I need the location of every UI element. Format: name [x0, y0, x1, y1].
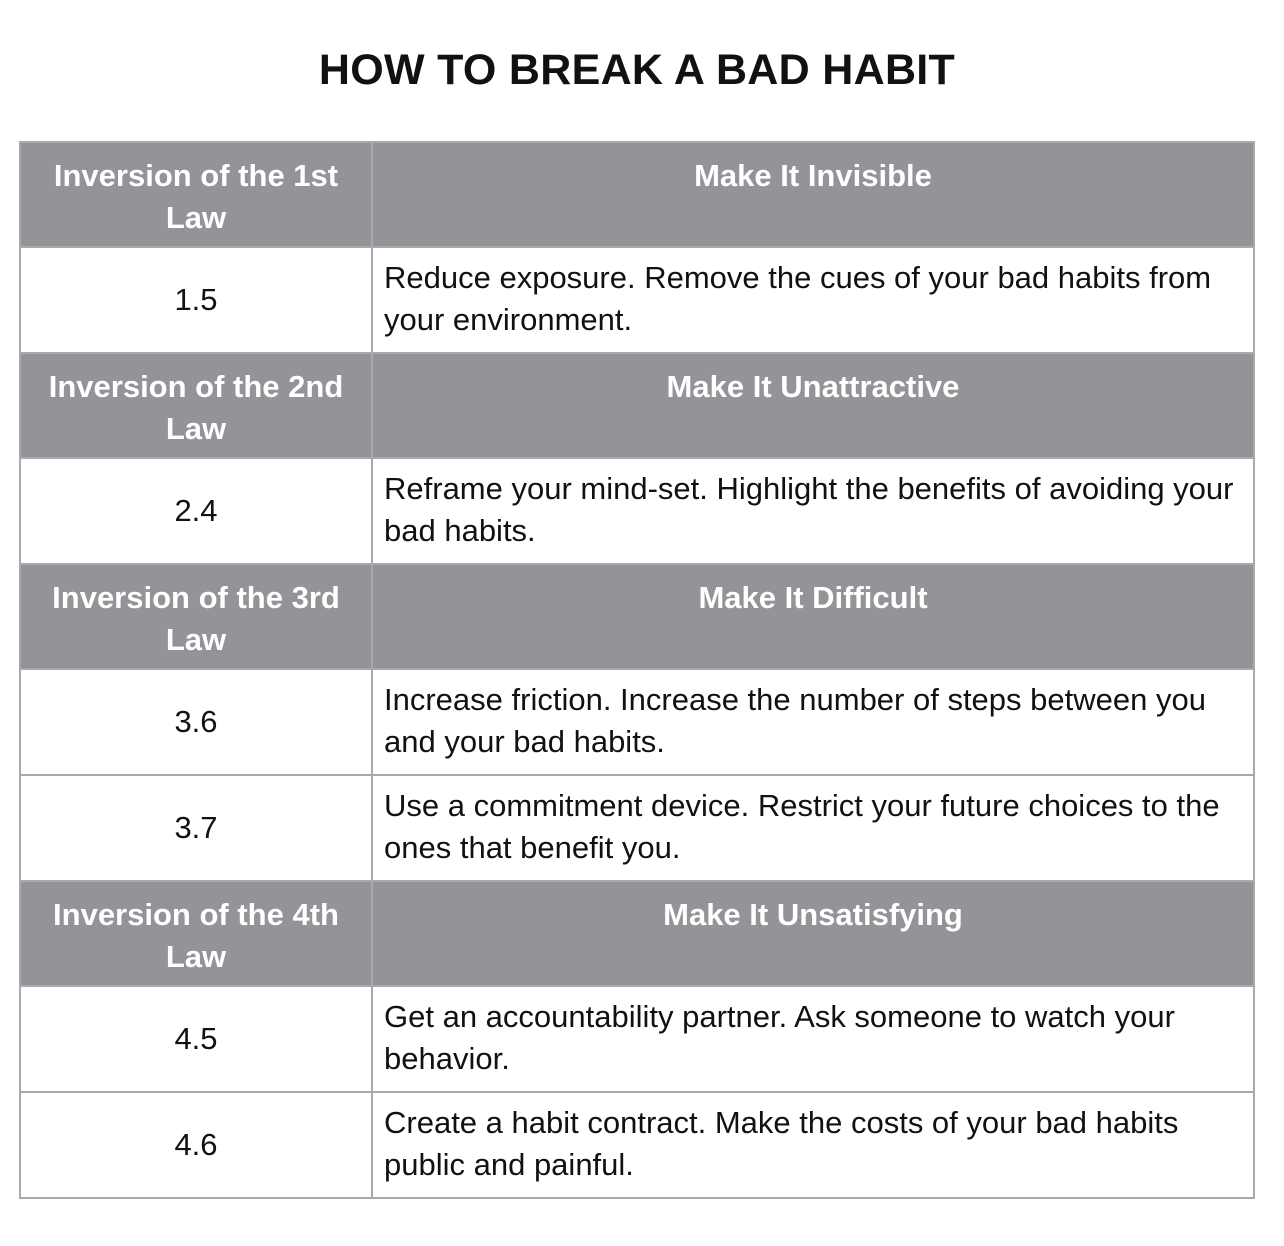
item-number: 1.5: [19, 246, 373, 354]
item-description: Use a commitment device. Restrict your f…: [371, 774, 1255, 882]
item-number: 3.7: [19, 774, 373, 882]
law-label: Inversion of the 1st Law: [19, 141, 373, 248]
item-number: 3.6: [19, 668, 373, 776]
section-header-row: Inversion of the 2nd Law Make It Unattra…: [19, 352, 1255, 459]
section-heading: Make It Difficult: [371, 563, 1255, 670]
section-heading: Make It Unsatisfying: [371, 880, 1255, 987]
item-number: 4.5: [19, 985, 373, 1093]
item-number: 4.6: [19, 1091, 373, 1199]
item-description: Reduce exposure. Remove the cues of your…: [371, 246, 1255, 354]
section-heading: Make It Unattractive: [371, 352, 1255, 459]
law-label: Inversion of the 4th Law: [19, 880, 373, 987]
table-row: 3.7 Use a commitment device. Restrict yo…: [19, 774, 1255, 882]
item-description: Create a habit contract. Make the costs …: [371, 1091, 1255, 1199]
section-header-row: Inversion of the 4th Law Make It Unsatis…: [19, 880, 1255, 987]
table-row: 2.4 Reframe your mind-set. Highlight the…: [19, 457, 1255, 565]
law-label: Inversion of the 3rd Law: [19, 563, 373, 670]
table-row: 4.5 Get an accountability partner. Ask s…: [19, 985, 1255, 1093]
law-label: Inversion of the 2nd Law: [19, 352, 373, 459]
item-description: Reframe your mind-set. Highlight the ben…: [371, 457, 1255, 565]
item-description: Get an accountability partner. Ask someo…: [371, 985, 1255, 1093]
habit-table: Inversion of the 1st Law Make It Invisib…: [19, 141, 1255, 1199]
item-description: Increase friction. Increase the number o…: [371, 668, 1255, 776]
page-title: HOW TO BREAK A BAD HABIT: [318, 46, 956, 94]
section-header-row: Inversion of the 1st Law Make It Invisib…: [19, 141, 1255, 248]
table-row: 4.6 Create a habit contract. Make the co…: [19, 1091, 1255, 1199]
section-heading: Make It Invisible: [371, 141, 1255, 248]
section-header-row: Inversion of the 3rd Law Make It Difficu…: [19, 563, 1255, 670]
table-row: 1.5 Reduce exposure. Remove the cues of …: [19, 246, 1255, 354]
item-number: 2.4: [19, 457, 373, 565]
table-row: 3.6 Increase friction. Increase the numb…: [19, 668, 1255, 776]
